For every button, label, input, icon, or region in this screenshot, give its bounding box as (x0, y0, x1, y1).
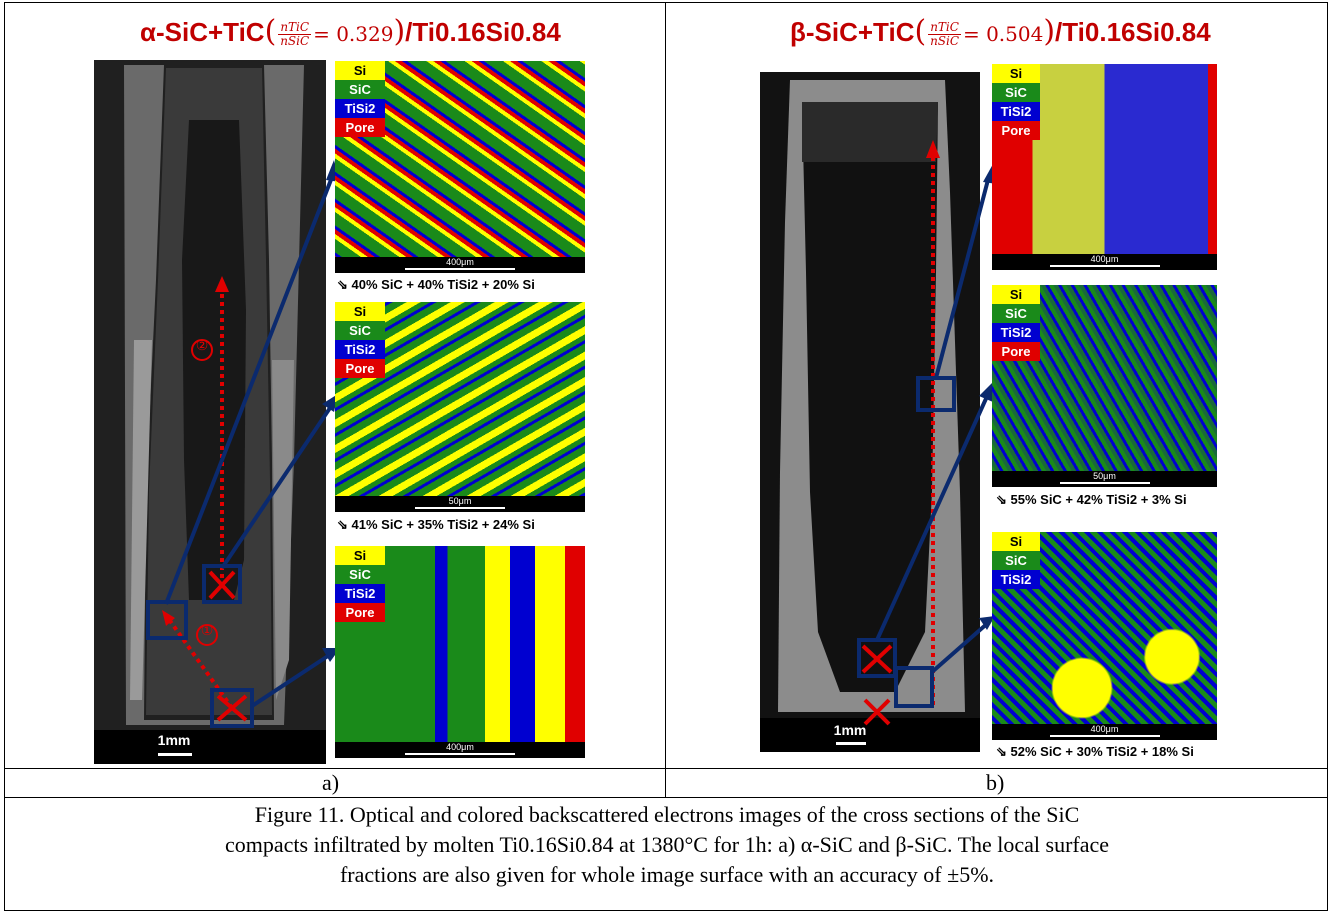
map-scale-bar: 400μm (992, 724, 1217, 740)
map-scale-bar: 50μm (992, 471, 1217, 487)
panel-b-overlay (857, 140, 997, 726)
phase-map-a2: Si SiC TiSi2 Pore 50μm (335, 302, 585, 512)
phase-legend: Si SiC TiSi2 (992, 532, 1040, 589)
panel-b-cross-section-image: 1mm (760, 72, 980, 752)
fraction-a1: ⇘ 40% SiC + 40% TiSi2 + 20% Si (337, 277, 535, 292)
ratio-fraction: nTiC nSiC (928, 19, 961, 48)
figure-frame (4, 2, 1328, 911)
phase-map-a1: Si SiC TiSi2 Pore 400μm (335, 61, 585, 273)
phase-map-b2: Si SiC TiSi2 Pore 50μm (992, 285, 1217, 487)
panel-a-overlay (146, 160, 340, 728)
phase-legend: Si SiC TiSi2 Pore (992, 64, 1040, 140)
panel-divider (665, 2, 666, 797)
panel-a-title: α-SiC+TiC(nTiC nSiC = 0.329)/Ti0.16Si0.84 (140, 14, 561, 49)
panel-b-label: b) (986, 770, 1005, 795)
figure-caption: Figure 11. Optical and colored backscatt… (20, 800, 1314, 890)
caption-line: fractions are also given for whole image… (339, 862, 995, 887)
phase-legend: Si SiC TiSi2 Pore (335, 302, 385, 378)
panel-b-title: β-SiC+TiC(nTiC nSiC = 0.504)/Ti0.16Si0.84 (790, 14, 1211, 49)
scale-bar-label: 1mm (833, 722, 867, 738)
phase-map-b3: Si SiC TiSi2 400μm (992, 532, 1217, 740)
panel-a-cross-section-image: 1mm (94, 60, 326, 764)
phase-legend: Si SiC TiSi2 Pore (335, 546, 385, 622)
map-scale-bar: 400μm (992, 254, 1217, 270)
caption-line: Figure 11. Optical and colored backscatt… (254, 802, 1080, 827)
ratio-fraction: nTiC nSiC (278, 19, 312, 48)
label-row-top (4, 768, 1328, 769)
caption-row-top (4, 797, 1328, 798)
map-scale-bar: 400μm (335, 742, 585, 758)
map-scale-bar: 50μm (335, 496, 585, 512)
fraction-a2: ⇘ 41% SiC + 35% TiSi2 + 24% Si (337, 517, 535, 532)
scale-bar (836, 742, 866, 745)
scale-bar (158, 753, 192, 756)
caption-line: compacts infiltrated by molten Ti0.16Si0… (224, 832, 1110, 857)
cross-section-drawing (124, 65, 304, 725)
marker-2: ② (195, 338, 209, 354)
phase-legend: Si SiC TiSi2 Pore (335, 61, 385, 137)
fraction-b3: ⇘ 52% SiC + 30% TiSi2 + 18% Si (996, 744, 1194, 759)
phase-map-b1: Si SiC TiSi2 Pore 400μm (992, 64, 1217, 270)
phase-map-a3: Si SiC TiSi2 Pore 400μm (335, 546, 585, 758)
panel-a-label: a) (322, 770, 340, 795)
scale-bar-label: 1mm (157, 732, 191, 748)
fraction-b2: ⇘ 55% SiC + 42% TiSi2 + 3% Si (996, 492, 1187, 507)
marker-1: ① (200, 623, 214, 639)
map-scale-bar: 400μm (335, 257, 585, 273)
phase-legend: Si SiC TiSi2 Pore (992, 285, 1040, 361)
